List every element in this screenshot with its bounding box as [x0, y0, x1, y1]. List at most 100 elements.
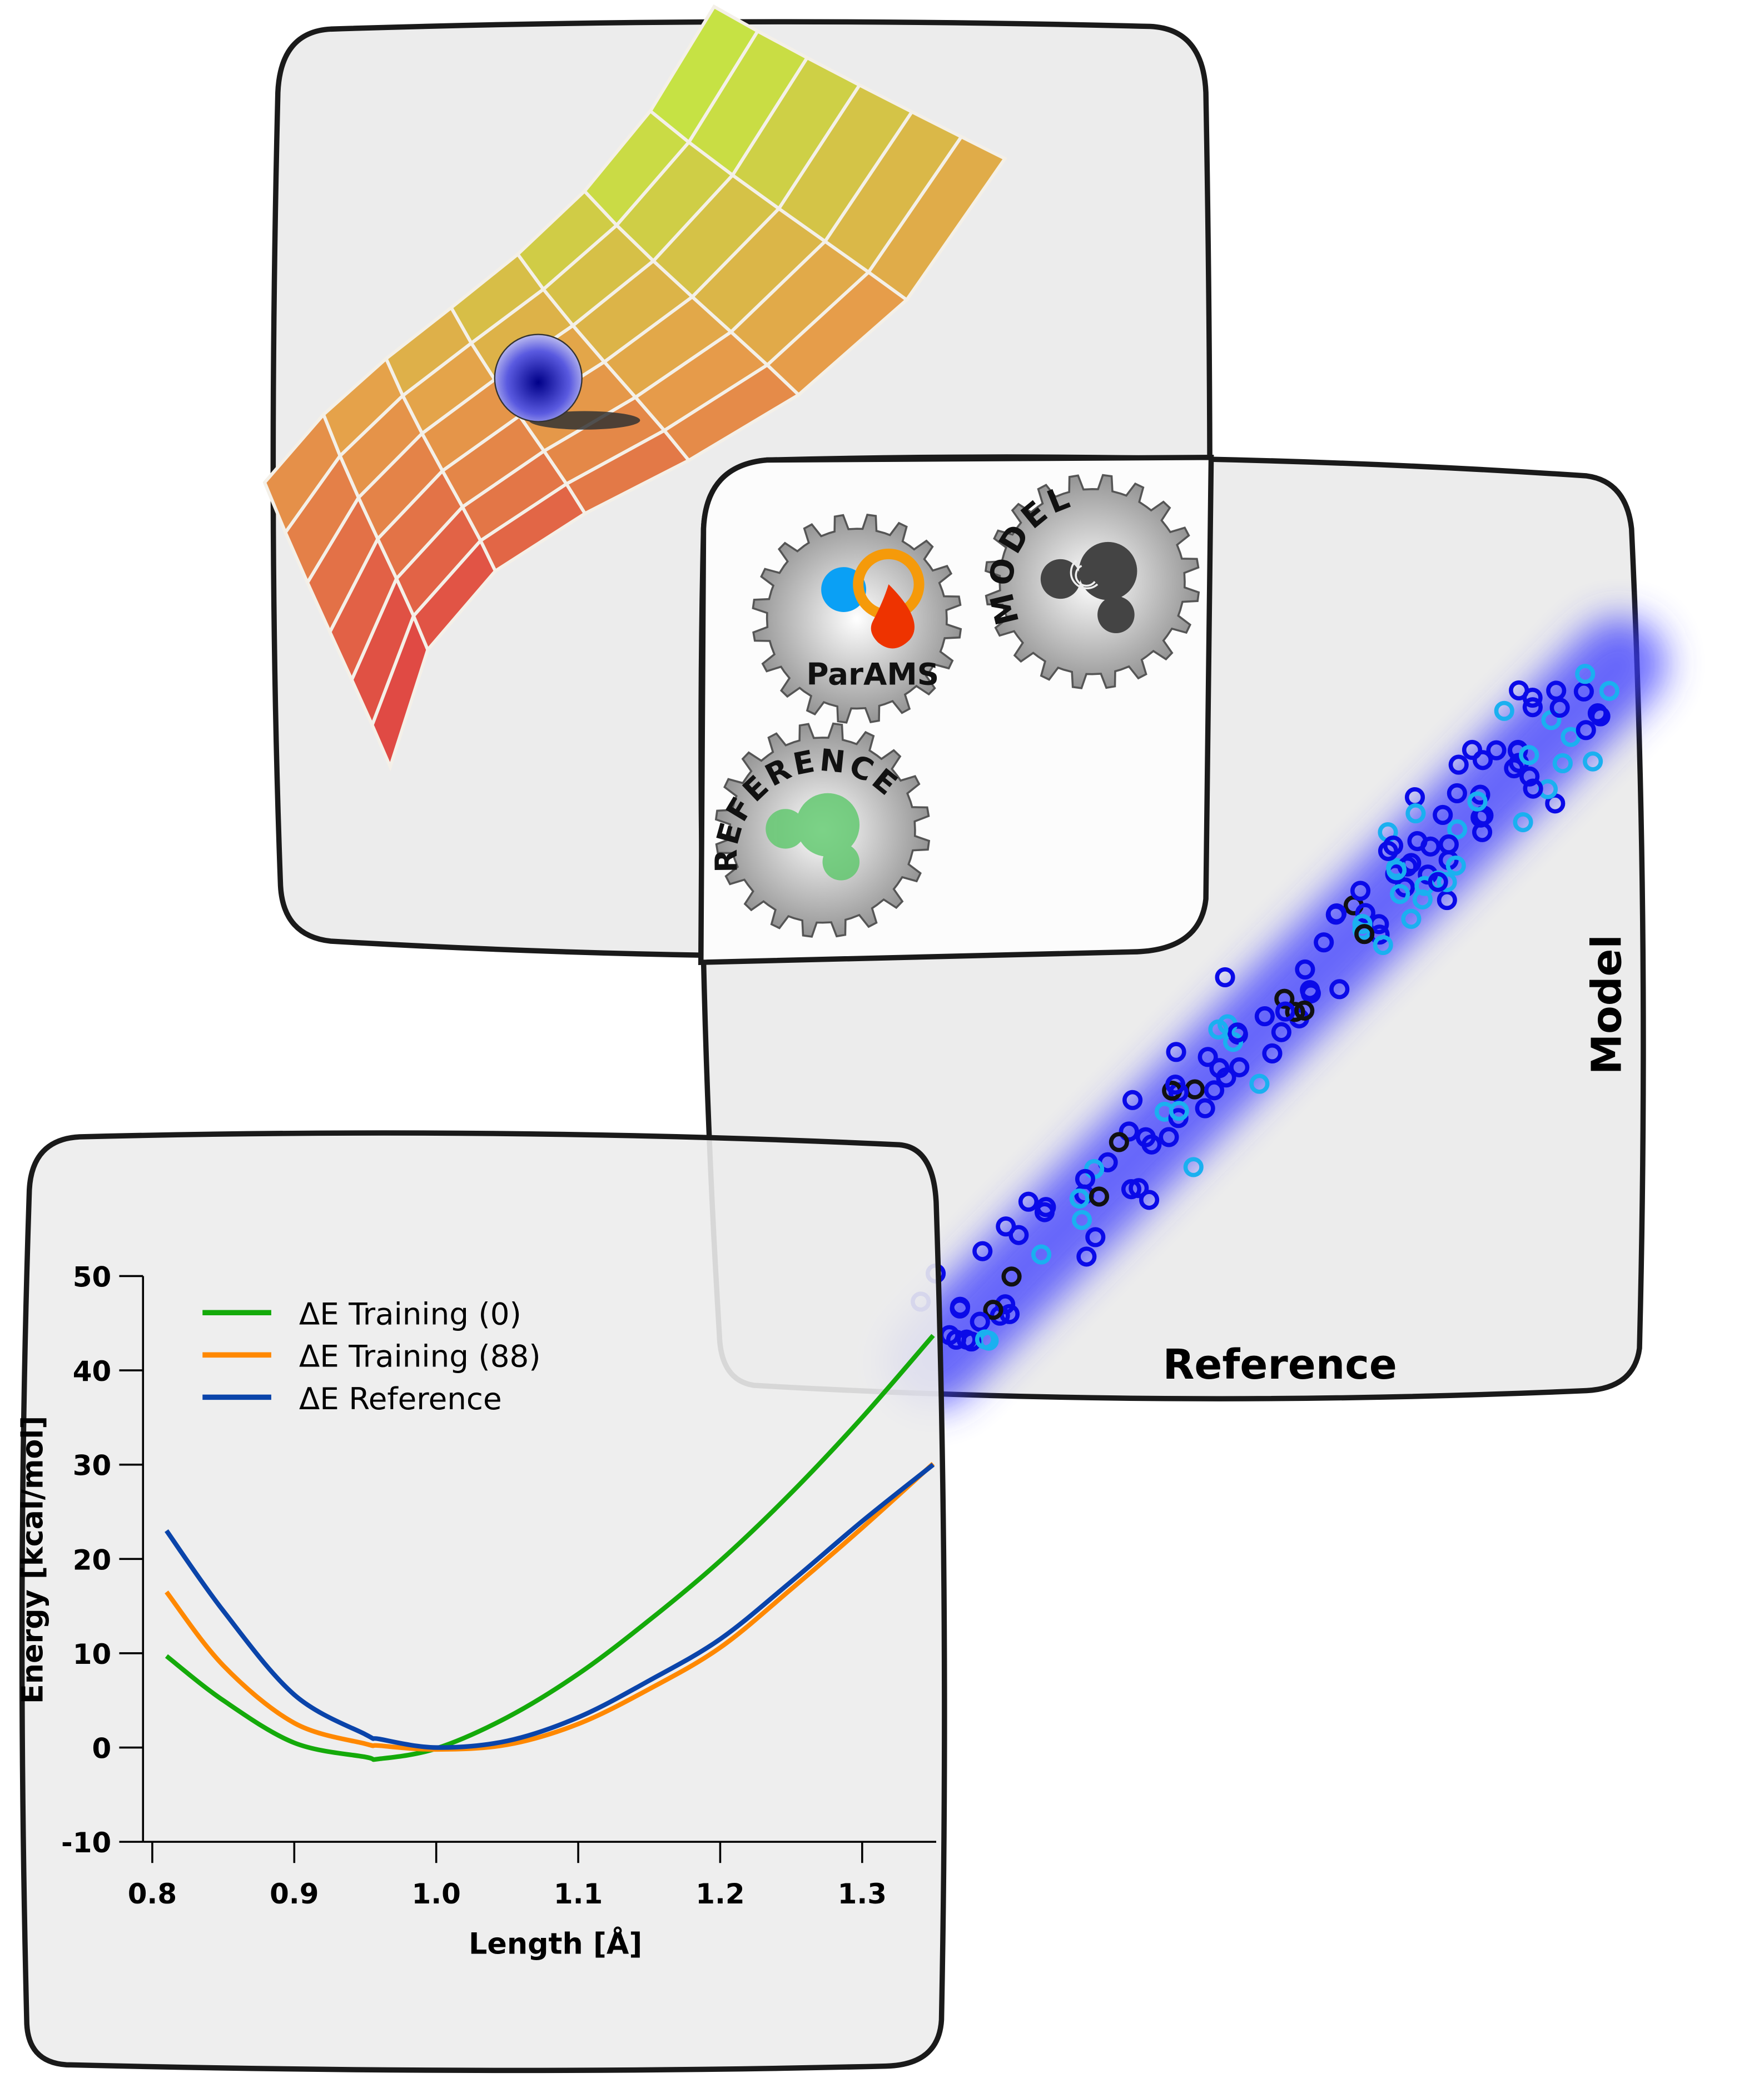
- scatter-point: [1314, 932, 1334, 953]
- scatter-point: [1159, 1127, 1179, 1147]
- scatter-point: [1576, 720, 1596, 740]
- scatter-point: [1509, 680, 1529, 701]
- scatter-point: [1165, 1074, 1186, 1095]
- scatter-point: [1129, 1178, 1149, 1199]
- scatter-point: [1472, 750, 1493, 770]
- scatter-point: [1018, 1191, 1039, 1212]
- scatter-point: [1401, 908, 1422, 929]
- scatter-point: [1552, 753, 1573, 774]
- scatter-point: [1275, 1001, 1296, 1022]
- scatter-point: [1467, 791, 1488, 812]
- x-tick-label: 1.1: [554, 1878, 603, 1910]
- series-line-0: [165, 1334, 935, 1762]
- scatter-point: [1076, 1246, 1097, 1267]
- scatter-point: [1119, 1121, 1139, 1142]
- scatter-point: [1513, 812, 1533, 833]
- chart-ylabel: Energy [kcal/mol]: [16, 1416, 50, 1704]
- scatter-point: [1445, 855, 1466, 876]
- scatter-point: [1031, 1244, 1052, 1265]
- scatter-point: [1428, 872, 1448, 892]
- series-line-1: [165, 1461, 935, 1752]
- scatter-point: [1437, 890, 1457, 911]
- scatter-point: [1390, 884, 1410, 904]
- scatter-point: [1447, 783, 1467, 804]
- scatter-point: [1089, 1186, 1110, 1207]
- scatter-point: [1122, 1090, 1143, 1110]
- scatter-point: [1433, 804, 1453, 826]
- y-tick-label: 50: [73, 1261, 111, 1293]
- legend-label: ΔE Reference: [299, 1381, 502, 1416]
- scatter-point: [1183, 1157, 1204, 1177]
- scatter-point: [1227, 1022, 1248, 1043]
- scatter-point: [1590, 706, 1611, 727]
- scatter-point: [1447, 819, 1468, 839]
- scatter-point: [1071, 1210, 1092, 1230]
- scatter-point: [1085, 1227, 1106, 1247]
- scatter-point: [970, 1311, 990, 1332]
- scatter-point: [1405, 803, 1426, 824]
- y-tick-label: 30: [73, 1450, 111, 1482]
- scatter-point: [1168, 1108, 1189, 1129]
- energy-chart-panel: 50 40 30 20 10 0 -10 0.8 0.9 1.0 1.1 1.2 1.3 ΔE Train…: [16, 1130, 947, 2074]
- scatter-point: [1229, 1057, 1250, 1077]
- y-tick-label: 40: [73, 1355, 111, 1388]
- scatter-point: [1262, 1043, 1283, 1063]
- x-tick-label: 1.0: [411, 1878, 460, 1910]
- workflow-gears: ParAMS MODEL REFERENCE: [708, 474, 1200, 938]
- legend-label: ΔE Training (0): [299, 1296, 521, 1332]
- scatter-point: [1599, 680, 1619, 701]
- scatter-point: [1209, 1058, 1230, 1078]
- x-tick-label: 0.9: [270, 1878, 319, 1910]
- scatter-point: [1166, 1042, 1186, 1062]
- scatter-point: [1355, 903, 1375, 923]
- scatter-point: [1472, 822, 1493, 842]
- chart-xlabel: Length [Å]: [469, 1927, 642, 1961]
- scatter-point: [1300, 980, 1320, 1001]
- scatter-point: [950, 1298, 970, 1319]
- scatter-point: [1462, 739, 1483, 760]
- scatter-point: [1494, 700, 1514, 721]
- scatter-point: [1438, 834, 1459, 855]
- x-tick-label: 1.2: [695, 1878, 744, 1910]
- scatter-point: [1001, 1266, 1022, 1287]
- scatter-point: [1139, 1190, 1160, 1210]
- scatter-point: [1437, 872, 1457, 892]
- scatter-ylabel: Model: [1584, 934, 1631, 1075]
- scatter-point: [1036, 1197, 1056, 1217]
- scatter-point: [1204, 1080, 1225, 1101]
- scatter-point: [1075, 1169, 1096, 1189]
- scatter-point: [1583, 751, 1603, 772]
- scatter-point: [1271, 1022, 1291, 1042]
- scatter-point: [1486, 740, 1507, 760]
- scatter-point: [1373, 934, 1393, 956]
- scatter-point: [1069, 1188, 1090, 1209]
- ball-icon: [494, 334, 583, 422]
- scatter-point: [1523, 778, 1543, 799]
- model-molecule-icon: [1040, 541, 1137, 633]
- scatter-point: [1383, 836, 1404, 856]
- y-tick-label: 0: [92, 1733, 111, 1765]
- scatter-point: [1169, 1101, 1189, 1121]
- scatter-point: [1519, 766, 1540, 787]
- scatter-point: [1350, 881, 1371, 901]
- scatter-point: [983, 1300, 1003, 1320]
- scatter-point: [1329, 979, 1350, 1000]
- y-tick-label: -10: [61, 1827, 111, 1859]
- scatter-point: [1195, 1098, 1215, 1118]
- scatter-point: [1285, 1002, 1305, 1022]
- scatter-point: [1254, 1006, 1275, 1027]
- surface-cell: [866, 135, 1008, 302]
- scatter-point: [972, 1241, 993, 1261]
- reference-molecule-icon: [766, 793, 860, 881]
- scatter-point: [1294, 1000, 1315, 1021]
- scatter-point: [1197, 1047, 1218, 1067]
- scatter-point: [1420, 836, 1441, 857]
- scatter-point: [1397, 856, 1418, 877]
- scatter-point: [975, 1329, 996, 1350]
- scatter-point: [1549, 698, 1570, 718]
- x-tick-label: 0.8: [128, 1878, 177, 1910]
- scatter-point: [1352, 914, 1373, 934]
- scatter-points: [911, 664, 1619, 1352]
- scatter-point: [1135, 1127, 1156, 1147]
